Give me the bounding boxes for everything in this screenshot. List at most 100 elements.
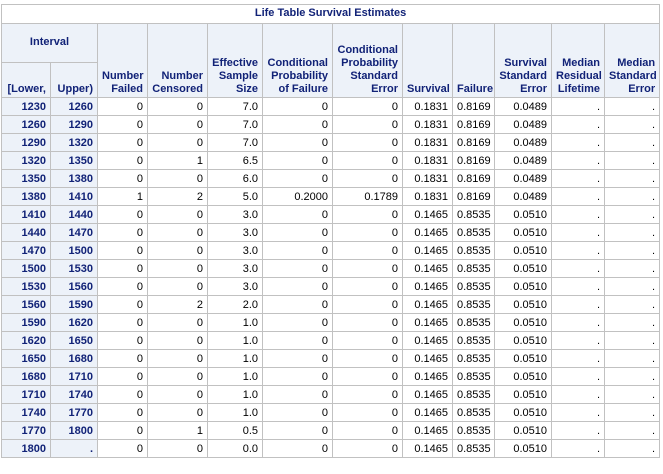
survival-stderr-cell: 0.0489 (494, 97, 552, 116)
survival-cell: 0.1465 (402, 421, 453, 440)
median-residual-lifetime-cell: . (551, 421, 605, 440)
cond-prob-failure-cell: 0 (262, 439, 333, 458)
lower-cell: 1260 (1, 115, 51, 134)
median-residual-lifetime-cell: . (551, 223, 605, 242)
median-residual-lifetime-cell: . (551, 313, 605, 332)
median-residual-lifetime-cell: . (551, 403, 605, 422)
upper-cell: 1410 (50, 187, 98, 206)
cond-prob-failure-cell: 0 (262, 205, 333, 224)
lower-cell: 1590 (1, 313, 51, 332)
survival-stderr-cell: 0.0510 (494, 349, 552, 368)
table-row: 1470 1500 0 0 3.0 0 0 0.1465 0.8535 0.0510.. (1, 241, 661, 260)
median-stderr-cell: . (603, 205, 661, 224)
failure-cell: 0.8169 (452, 133, 495, 152)
failure-cell: 0.8535 (452, 421, 495, 440)
median-stderr-cell: . (603, 223, 661, 242)
lower-cell: 1500 (1, 259, 51, 278)
table-title: Life Table Survival Estimates (0, 4, 661, 24)
failure-cell: 0.8169 (452, 151, 495, 170)
median-stderr-cell: . (603, 259, 661, 278)
number-failed-cell: 0 (97, 439, 148, 458)
survival-stderr-cell: 0.0489 (494, 151, 552, 170)
median-residual-lifetime-header: Median Residual Lifetime (551, 23, 605, 98)
failure-cell: 0.8169 (452, 187, 495, 206)
survival-cell: 0.1465 (402, 259, 453, 278)
lower-cell: 1710 (1, 385, 51, 404)
upper-cell: 1590 (50, 295, 98, 314)
cond-prob-failure-cell: 0 (262, 277, 333, 296)
effective-sample-size-cell: 1.0 (207, 367, 263, 386)
survival-cell: 0.1831 (402, 115, 453, 134)
cond-prob-failure-cell: 0 (262, 295, 333, 314)
cond-prob-stderr-cell: 0.1789 (332, 187, 403, 206)
median-stderr-cell: . (603, 349, 661, 368)
upper-cell: 1470 (50, 223, 98, 242)
failure-cell: 0.8535 (452, 349, 495, 368)
median-residual-lifetime-cell: . (551, 385, 605, 404)
number-failed-cell: 0 (97, 421, 148, 440)
number-censored-cell: 2 (147, 187, 208, 206)
lower-header: [Lower, (1, 61, 51, 99)
failure-cell: 0.8169 (452, 169, 495, 188)
failure-cell: 0.8535 (452, 259, 495, 278)
failure-cell: 0.8535 (452, 223, 495, 242)
failure-cell: 0.8169 (452, 97, 495, 116)
lower-cell: 1320 (1, 151, 51, 170)
survival-header: Survival (402, 23, 453, 98)
lower-cell: 1530 (1, 277, 51, 296)
survival-stderr-cell: 0.0510 (494, 205, 552, 224)
number-failed-cell: 0 (97, 169, 148, 188)
upper-cell: 1290 (50, 115, 98, 134)
cond-prob-failure-cell: 0 (262, 385, 333, 404)
cond-prob-stderr-cell: 0 (332, 223, 403, 242)
upper-cell: 1440 (50, 205, 98, 224)
cond-prob-failure-cell: 0 (262, 403, 333, 422)
median-stderr-cell: . (603, 169, 661, 188)
survival-cell: 0.1465 (402, 403, 453, 422)
number-censored-cell: 0 (147, 385, 208, 404)
cond-prob-stderr-cell: 0 (332, 277, 403, 296)
median-residual-lifetime-cell: . (551, 439, 605, 458)
median-stderr-cell: . (603, 367, 661, 386)
number-censored-cell: 2 (147, 295, 208, 314)
effective-sample-size-cell: 3.0 (207, 277, 263, 296)
upper-cell: 1350 (50, 151, 98, 170)
number-censored-cell: 0 (147, 403, 208, 422)
table-row: 1710 1740 0 0 1.0 0 0 0.1465 0.8535 0.0510.. (1, 385, 661, 404)
survival-cell: 0.1465 (402, 205, 453, 224)
survival-cell: 0.1465 (402, 223, 453, 242)
median-residual-lifetime-cell: . (551, 277, 605, 296)
failure-cell: 0.8535 (452, 403, 495, 422)
survival-cell: 0.1831 (402, 169, 453, 188)
number-failed-header: Number Failed (97, 23, 148, 98)
number-censored-cell: 0 (147, 331, 208, 350)
effective-sample-size-cell: 5.0 (207, 187, 263, 206)
cond-prob-stderr-cell: 0 (332, 241, 403, 260)
median-residual-lifetime-cell: . (551, 367, 605, 386)
number-failed-cell: 0 (97, 403, 148, 422)
table-body: 1230 1260 0 0 7.0 0 0 0.1831 0.8169 0.0489.. 1260 1… (1, 97, 661, 458)
cond-prob-failure-cell: 0 (262, 331, 333, 350)
effective-sample-size-header: Effective Sample Size (207, 23, 263, 98)
table-row: 1560 1590 0 2 2.0 0 0 0.1465 0.8535 0.0510.. (1, 295, 661, 314)
effective-sample-size-cell: 1.0 (207, 331, 263, 350)
number-censored-cell: 0 (147, 313, 208, 332)
cond-prob-stderr-cell: 0 (332, 133, 403, 152)
survival-cell: 0.1465 (402, 349, 453, 368)
life-table: Life Table Survival Estimates Interval N… (0, 4, 661, 458)
table-row: 1260 1290 0 0 7.0 0 0 0.1831 0.8169 0.0489.. (1, 115, 661, 134)
upper-cell: 1620 (50, 313, 98, 332)
survival-cell: 0.1465 (402, 277, 453, 296)
cond-prob-stderr-cell: 0 (332, 295, 403, 314)
median-residual-lifetime-cell: . (551, 295, 605, 314)
lower-cell: 1380 (1, 187, 51, 206)
effective-sample-size-cell: 3.0 (207, 241, 263, 260)
table-row: 1290 1320 0 0 7.0 0 0 0.1831 0.8169 0.0489.. (1, 133, 661, 152)
number-censored-cell: 0 (147, 277, 208, 296)
survival-cell: 0.1465 (402, 385, 453, 404)
survival-stderr-cell: 0.0510 (494, 295, 552, 314)
upper-cell: 1320 (50, 133, 98, 152)
number-censored-cell: 0 (147, 241, 208, 260)
table-row: 1410 1440 0 0 3.0 0 0 0.1465 0.8535 0.0510.. (1, 205, 661, 224)
survival-stderr-cell: 0.0489 (494, 115, 552, 134)
